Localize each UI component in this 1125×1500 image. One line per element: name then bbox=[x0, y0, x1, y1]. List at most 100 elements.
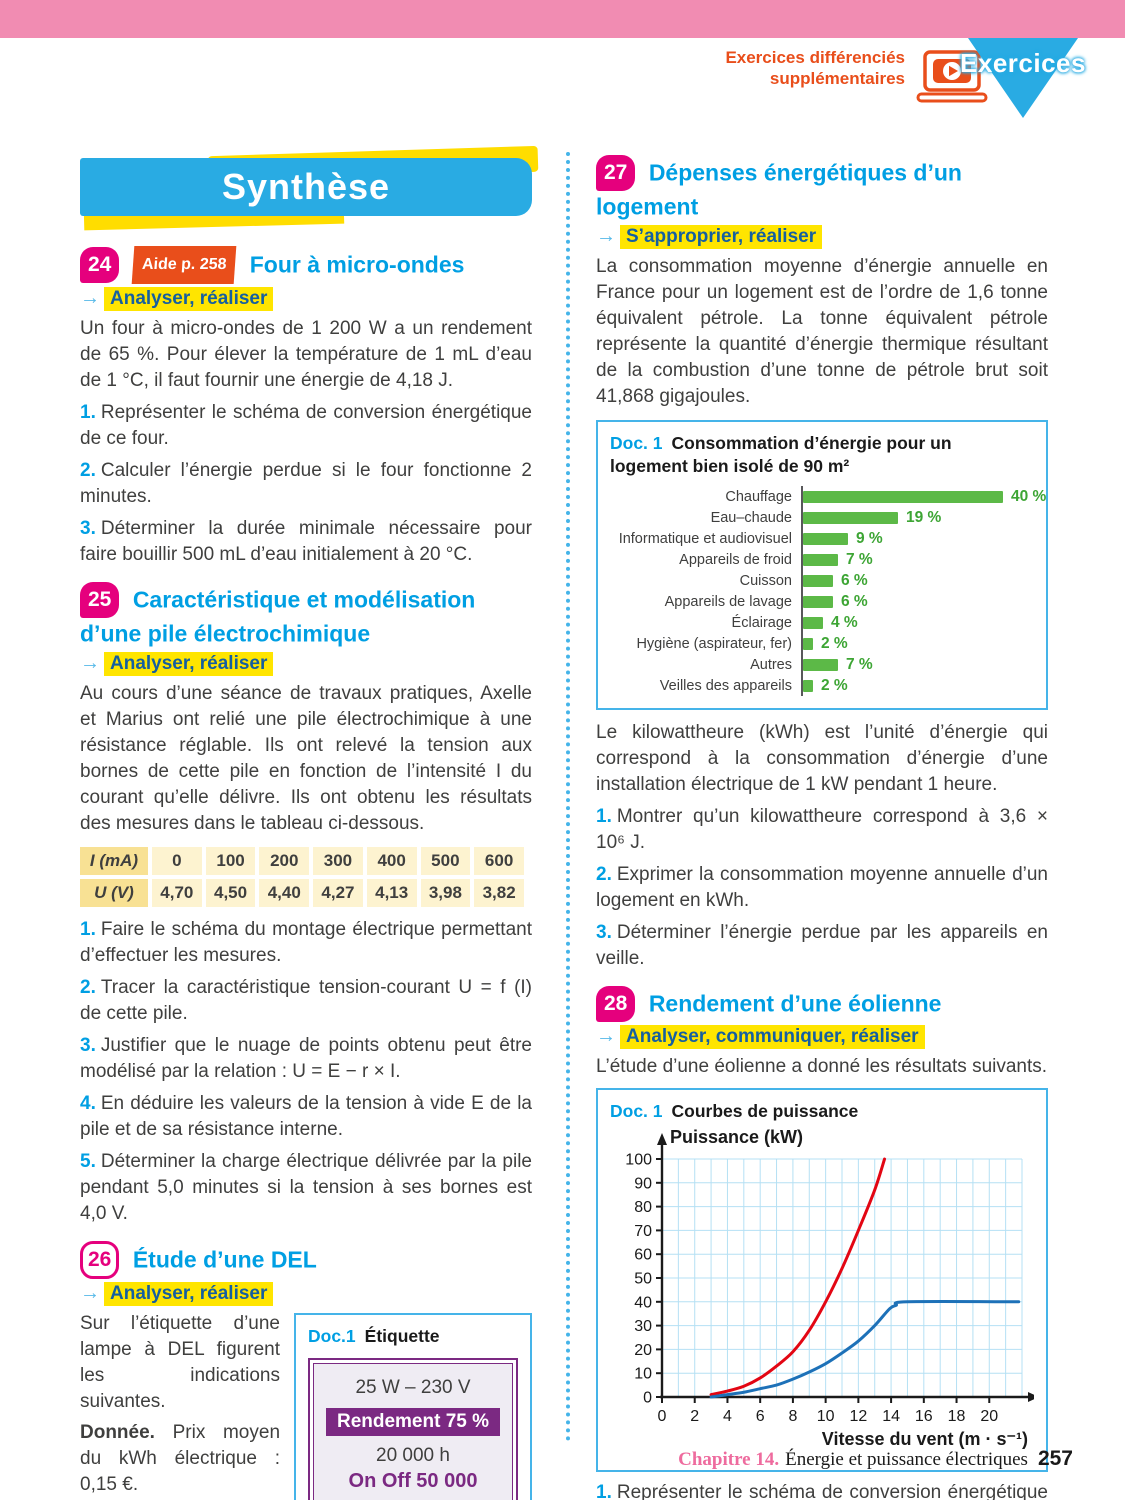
svg-text:14: 14 bbox=[882, 1408, 900, 1425]
exercise-25: 25 Caractéristique et modélisation d’une… bbox=[80, 582, 532, 1227]
exercise-24-intro: Un four à micro-ondes de 1 200 W a un re… bbox=[80, 318, 532, 391]
right-column: 27 Dépenses énergétiques d’un logement →… bbox=[596, 155, 1048, 1500]
exercise-24: 24 Aide p. 258 Four à micro-ondes → Analy… bbox=[80, 246, 532, 568]
svg-text:40: 40 bbox=[634, 1295, 652, 1312]
curve-courbe bleue bbox=[709, 1300, 1021, 1399]
exercise-28-title: Rendement d’une éolienne bbox=[648, 990, 942, 1017]
chapter-label: Chapitre 14. bbox=[678, 1449, 780, 1470]
doc-label: Doc.1 bbox=[308, 1326, 356, 1347]
bar bbox=[803, 511, 898, 524]
bar bbox=[803, 532, 848, 545]
bar-category-label: Autres bbox=[750, 656, 792, 673]
exercise-26-body: Doc.1 Étiquette 25 W – 230 V Rendement 75… bbox=[80, 1311, 532, 1500]
banner-blue-box: Synthèse bbox=[80, 158, 532, 216]
exercise-25-q2: 2. Tracer la caractéristique tension-cour… bbox=[80, 977, 532, 1025]
skills-tag: S’approprier, réaliser bbox=[620, 225, 823, 250]
table-cell: 4,50 bbox=[205, 879, 256, 908]
bar bbox=[803, 490, 1003, 503]
svg-text:8: 8 bbox=[788, 1408, 797, 1425]
bar-category-label: Eau–chaude bbox=[710, 509, 792, 526]
arrow-icon: → bbox=[596, 225, 616, 248]
bar bbox=[803, 616, 823, 629]
donnee-text: Prix moyen du kWh électrique : 0,15 €. bbox=[80, 1422, 281, 1496]
bar-value-label: 19 % bbox=[906, 508, 942, 526]
exercise-26-intro: Sur l’étiquette d’une lampe à DEL figure… bbox=[80, 1313, 280, 1413]
line-chart: 0 10 20 30 40 50 60 70 80 90 100 0 2 4 6 8 10 12 14 16 18 20 P… bbox=[625, 1127, 1039, 1449]
bar-row: Autres 7 % bbox=[610, 654, 1034, 676]
exercise-25-q3: 3. Justifier que le nuage de points obten… bbox=[80, 1035, 532, 1083]
exercise-25-number-badge: 25 bbox=[80, 582, 120, 618]
doc-title: Étiquette bbox=[364, 1326, 440, 1347]
column-divider-dotted bbox=[566, 152, 570, 1442]
table-cell: 4,40 bbox=[259, 879, 310, 908]
bar-chart: Chauffage 40 % Eau–chaude 19 % Informatique … bbox=[610, 486, 1046, 697]
svg-text:20: 20 bbox=[980, 1408, 998, 1425]
exercise-26-donnee: Donnée. Prix moyen du kWh électrique : 0… bbox=[80, 1420, 532, 1498]
bar bbox=[803, 574, 833, 587]
svg-text:90: 90 bbox=[634, 1176, 652, 1193]
laptop-video-icon[interactable] bbox=[916, 50, 988, 109]
exercise-27-number-badge: 27 bbox=[596, 155, 636, 191]
label-lifetime: 20 000 h bbox=[376, 1445, 450, 1467]
doc1-power-curves-box: Doc. 1 Courbes de puissance 0 10 20 30 40 50 60… bbox=[596, 1088, 1048, 1473]
bar bbox=[803, 658, 838, 671]
arrow-icon: → bbox=[80, 652, 100, 675]
bar-category-label: Veilles des appareils bbox=[659, 677, 792, 694]
bar-category-label: Éclairage bbox=[731, 614, 792, 631]
exercise-25-q4: 4. En déduire les valeurs de la tension à… bbox=[80, 1093, 532, 1141]
label-onoff: On Off 50 000 bbox=[348, 1470, 478, 1493]
bar-row: Hygiène (aspirateur, fer) 2 % bbox=[610, 633, 1034, 655]
exercices-corner-tab: Exercices bbox=[960, 38, 1085, 120]
exercise-24-number-badge: 24 bbox=[80, 247, 120, 283]
bar-row: Éclairage 4 % bbox=[610, 612, 1034, 634]
exercise-24-title: Four à micro-ondes bbox=[249, 251, 465, 278]
label-rendement-band: Rendement 75 % bbox=[325, 1408, 501, 1437]
arrow-icon: → bbox=[80, 1282, 100, 1305]
table-cell: 200 bbox=[259, 847, 310, 876]
exercise-27-after-text: Le kilowattheure (kWh) est l’unité d’éne… bbox=[596, 722, 1048, 796]
page-number: 257 bbox=[1037, 1447, 1073, 1470]
svg-text:Puissance (kW): Puissance (kW) bbox=[670, 1127, 803, 1147]
svg-text:0: 0 bbox=[643, 1390, 652, 1407]
table-cell: 500 bbox=[420, 847, 471, 876]
exercise-26: 26 Étude d’une DEL → Analyser, réaliser D… bbox=[80, 1241, 532, 1500]
svg-text:30: 30 bbox=[634, 1318, 652, 1335]
doc-box-header: Doc.1 Étiquette bbox=[308, 1325, 518, 1348]
bar-category-label: Informatique et audiovisuel bbox=[618, 530, 792, 547]
exercise-25-q1: 1. Faire le schéma du montage électrique … bbox=[80, 919, 532, 967]
arrow-icon: → bbox=[80, 287, 100, 309]
table-cell: 100 bbox=[205, 847, 256, 876]
bar-value-label: 40 % bbox=[1011, 487, 1047, 505]
table-row-header: U (V) bbox=[80, 879, 148, 908]
bar-row: Eau–chaude 19 % bbox=[610, 507, 1034, 529]
supplementary-exercises-link[interactable]: Exercices différenciés supplémentaires bbox=[700, 47, 905, 89]
bar-category-label: Appareils de froid bbox=[679, 551, 792, 568]
table-cell: 300 bbox=[313, 847, 363, 876]
table-cell: 400 bbox=[366, 847, 417, 876]
table-cell: 3,82 bbox=[474, 879, 524, 908]
exercise-25-q5: 5. Déterminer la charge électrique délivr… bbox=[80, 1151, 532, 1225]
bar-value-label: 7 % bbox=[846, 655, 873, 673]
bar-category-label: Chauffage bbox=[725, 488, 792, 505]
bar bbox=[803, 637, 813, 650]
supp-link-line1: Exercices différenciés bbox=[725, 48, 905, 67]
exercise-26-skills: → Analyser, réaliser bbox=[80, 1282, 532, 1307]
corner-tab-label: Exercices bbox=[960, 48, 1086, 78]
svg-text:18: 18 bbox=[948, 1408, 966, 1425]
bar-row: Cuisson 6 % bbox=[610, 570, 1034, 592]
bar-row: Veilles des appareils 2 % bbox=[610, 675, 1034, 697]
doc-label: Doc. 1 bbox=[610, 433, 663, 454]
bar-category-label: Cuisson bbox=[739, 572, 792, 589]
exercise-25-skills: → Analyser, réaliser bbox=[80, 652, 532, 677]
table-cell: 4,13 bbox=[366, 879, 417, 908]
supp-link-line2: supplémentaires bbox=[769, 69, 905, 88]
exercise-27-q1: 1. Montrer qu’un kilowattheure correspond… bbox=[596, 806, 1048, 854]
svg-text:2: 2 bbox=[690, 1408, 699, 1425]
svg-text:10: 10 bbox=[634, 1366, 652, 1383]
exercise-24-help-ref[interactable]: Aide p. 258 bbox=[131, 246, 237, 284]
svg-text:70: 70 bbox=[634, 1223, 652, 1240]
label-outer-frame: 25 W – 230 V Rendement 75 % 20 000 h On … bbox=[308, 1358, 518, 1500]
exercise-25-intro: Au cours d’une séance de travaux pratiqu… bbox=[80, 683, 532, 835]
corner-triangle bbox=[968, 38, 1078, 118]
svg-text:16: 16 bbox=[915, 1408, 933, 1425]
